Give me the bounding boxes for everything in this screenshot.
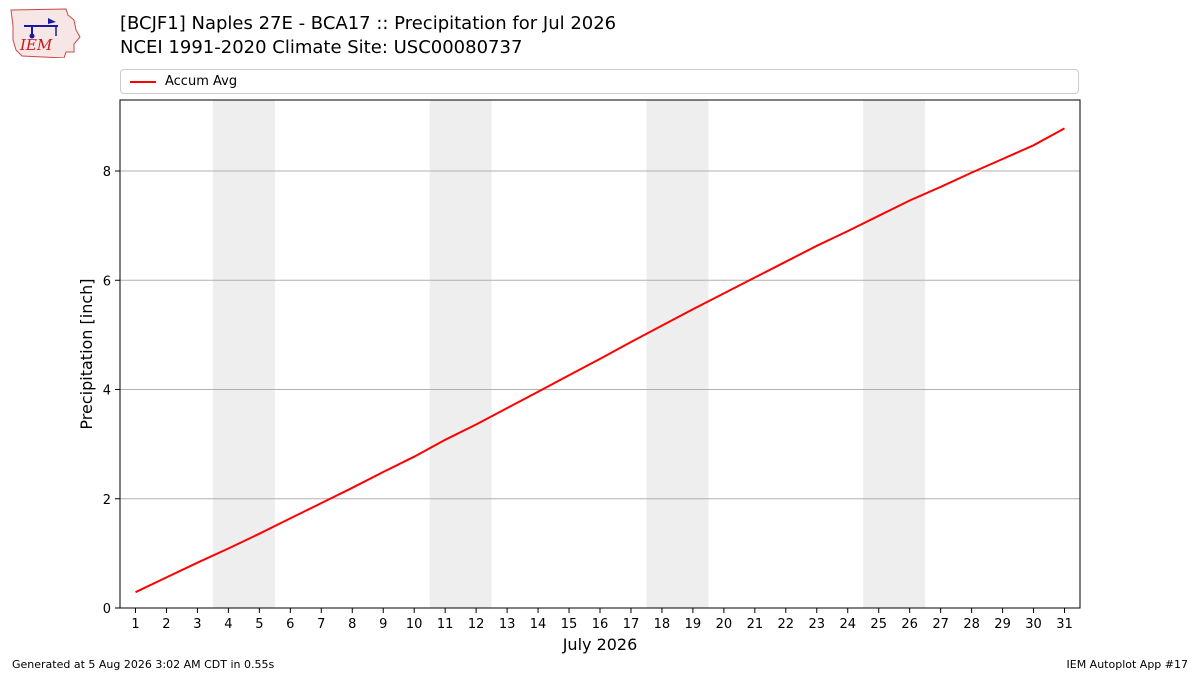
x-tick-label: 12	[468, 617, 485, 632]
x-tick-label: 11	[437, 617, 454, 632]
x-tick-label: 23	[809, 617, 826, 632]
x-tick-label: 31	[1056, 617, 1073, 632]
legend-label-accum-avg: Accum Avg	[165, 74, 238, 89]
x-tick-label: 7	[317, 617, 325, 632]
x-tick-label: 25	[870, 617, 887, 632]
x-tick-label: 1	[131, 617, 139, 632]
y-tick-label: 2	[103, 493, 111, 508]
weekend-band	[212, 100, 275, 608]
legend: Accum Avg	[120, 69, 1079, 94]
y-tick-label: 6	[103, 274, 111, 289]
x-tick-label: 26	[901, 617, 918, 632]
x-tick-label: 24	[839, 617, 856, 632]
app-credit: IEM Autoplot App #17	[1066, 658, 1189, 671]
logo-text: IEM	[19, 36, 53, 54]
x-tick-label: 18	[654, 617, 671, 632]
x-tick-label: 3	[193, 617, 201, 632]
x-tick-label: 8	[348, 617, 356, 632]
x-tick-label: 13	[499, 617, 516, 632]
x-tick-label: 6	[286, 617, 294, 632]
x-tick-label: 16	[592, 617, 609, 632]
x-tick-label: 27	[932, 617, 949, 632]
legend-swatch-accum-avg	[130, 81, 156, 83]
chart-title: [BCJF1] Naples 27E - BCA17 :: Precipitat…	[120, 13, 617, 34]
y-axis-label: Precipitation [inch]	[77, 278, 96, 429]
x-tick-label: 28	[963, 617, 980, 632]
y-tick-label: 4	[103, 384, 111, 399]
iem-logo: IEM	[10, 8, 81, 58]
y-tick-label: 0	[103, 602, 111, 617]
series-line-accum-avg	[135, 127, 1065, 594]
x-tick-label: 22	[778, 617, 795, 632]
iowa-outline-shape	[10, 8, 81, 58]
weekend-band	[646, 100, 709, 608]
x-tick-label: 21	[747, 617, 764, 632]
weekend-band	[429, 100, 492, 608]
x-tick-label: 10	[406, 617, 423, 632]
y-tick-label: 8	[103, 165, 111, 180]
generated-timestamp: Generated at 5 Aug 2026 3:02 AM CDT in 0…	[12, 658, 275, 671]
weekend-band	[863, 100, 926, 608]
x-tick-label: 19	[685, 617, 702, 632]
x-tick-label: 9	[379, 617, 387, 632]
x-tick-label: 17	[623, 617, 640, 632]
x-tick-label: 2	[162, 617, 170, 632]
x-axis-label: July 2026	[562, 635, 638, 654]
chart-subtitle: NCEI 1991-2020 Climate Site: USC00080737	[120, 37, 523, 58]
x-tick-label: 15	[561, 617, 578, 632]
x-tick-label: 5	[255, 617, 263, 632]
x-tick-label: 14	[530, 617, 547, 632]
x-tick-label: 29	[994, 617, 1011, 632]
x-tick-label: 20	[716, 617, 733, 632]
x-tick-label: 30	[1025, 617, 1042, 632]
x-tick-label: 4	[224, 617, 232, 632]
